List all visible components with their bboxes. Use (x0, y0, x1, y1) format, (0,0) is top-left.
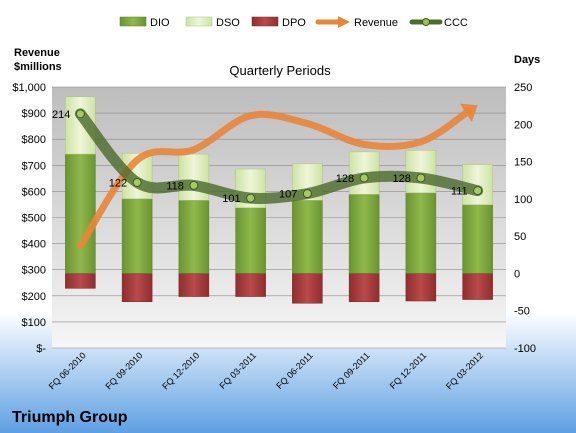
ccc-data-label: 111 (451, 186, 468, 198)
legend-swatch-ccc (409, 18, 443, 26)
bar-dpo (65, 273, 96, 289)
bar-dpo (178, 273, 210, 297)
legend-swatch-dio (119, 16, 147, 27)
legend-label-dpo: DPO (282, 17, 306, 29)
ccc-point (416, 173, 426, 183)
legend-swatch-dpo (251, 16, 279, 27)
legend-label-revenue: Revenue (354, 17, 398, 29)
left-tick-label: $600 (22, 186, 46, 198)
ccc-data-label: 107 (279, 189, 297, 201)
ccc-data-label: 214 (52, 109, 70, 121)
left-axis-title-line1: Revenue (14, 47, 60, 59)
bar-dpo (292, 273, 323, 304)
legend-label-ccc: CCC (444, 17, 468, 29)
bar-dpo (462, 273, 493, 300)
right-tick-label: 0 (514, 268, 520, 280)
legend: DIO DSO DPO Revenue CCC (119, 16, 468, 29)
ccc-point (359, 173, 369, 183)
bar-dso (178, 153, 210, 201)
ccc-point (132, 177, 142, 187)
left-tick-label: $300 (22, 265, 46, 277)
right-tick-label: 150 (514, 157, 532, 169)
bar-dpo (405, 273, 437, 302)
legend-swatch-revenue (315, 16, 350, 28)
left-axis-title-line2: $millions (14, 61, 62, 73)
ccc-point (189, 180, 199, 190)
ccc-labels: 214 122 118 101 107 128 128 111 (52, 109, 468, 205)
left-tick-label: $700 (22, 160, 46, 172)
right-tick-label: -100 (514, 343, 536, 355)
left-tick-label: $900 (22, 108, 46, 120)
bar-dio (235, 207, 266, 274)
ccc-data-label: 128 (336, 173, 354, 185)
left-tick-label: $800 (22, 134, 46, 146)
left-tick-label: $- (36, 343, 46, 355)
ccc-data-label: 101 (222, 193, 240, 205)
bar-dio (348, 194, 380, 274)
ccc-point (302, 189, 312, 199)
left-tick-label: $1,000 (12, 82, 46, 94)
revenue-arrowhead (459, 103, 478, 123)
right-axis-ticks: -100 -50 0 50 100 150 200 250 (514, 82, 536, 355)
legend-swatch-dso (185, 16, 213, 27)
left-tick-label: $200 (22, 291, 46, 303)
lines (74, 103, 484, 250)
ccc-data-label: 118 (166, 180, 184, 192)
bar-dio (65, 153, 96, 274)
right-tick-label: 250 (514, 82, 532, 94)
ccc-data-label: 128 (393, 173, 411, 185)
legend-label-dso: DSO (216, 17, 240, 29)
bar-dio (462, 204, 493, 274)
chart-title: Quarterly Periods (229, 63, 331, 78)
legend-label-dio: DIO (150, 17, 170, 29)
ccc-point (473, 186, 483, 196)
revenue-line (76, 107, 473, 250)
ccc-data-label: 122 (109, 177, 127, 189)
right-tick-label: -50 (514, 306, 530, 318)
left-tick-label: $400 (22, 239, 46, 251)
bar-dpo (235, 273, 266, 297)
bar-dio (178, 200, 210, 274)
company-name: Triumph Group (12, 409, 128, 426)
right-tick-label: 100 (514, 194, 532, 206)
ccc-point (246, 193, 256, 203)
bar-dpo (348, 273, 380, 303)
right-axis-title: Days (514, 54, 540, 66)
bar-dio (292, 200, 323, 274)
ccc-point (75, 109, 85, 119)
left-tick-label: $100 (22, 317, 46, 329)
left-axis-ticks: $- $100 $200 $300 $400 $500 $600 $700 $800 $900 $1… (12, 82, 46, 355)
bar-dio (121, 198, 153, 274)
left-tick-label: $500 (22, 213, 46, 225)
bar-dpo (121, 273, 153, 303)
bar-dio (405, 192, 437, 274)
right-tick-label: 200 (514, 119, 532, 131)
right-tick-label: 50 (514, 231, 526, 243)
